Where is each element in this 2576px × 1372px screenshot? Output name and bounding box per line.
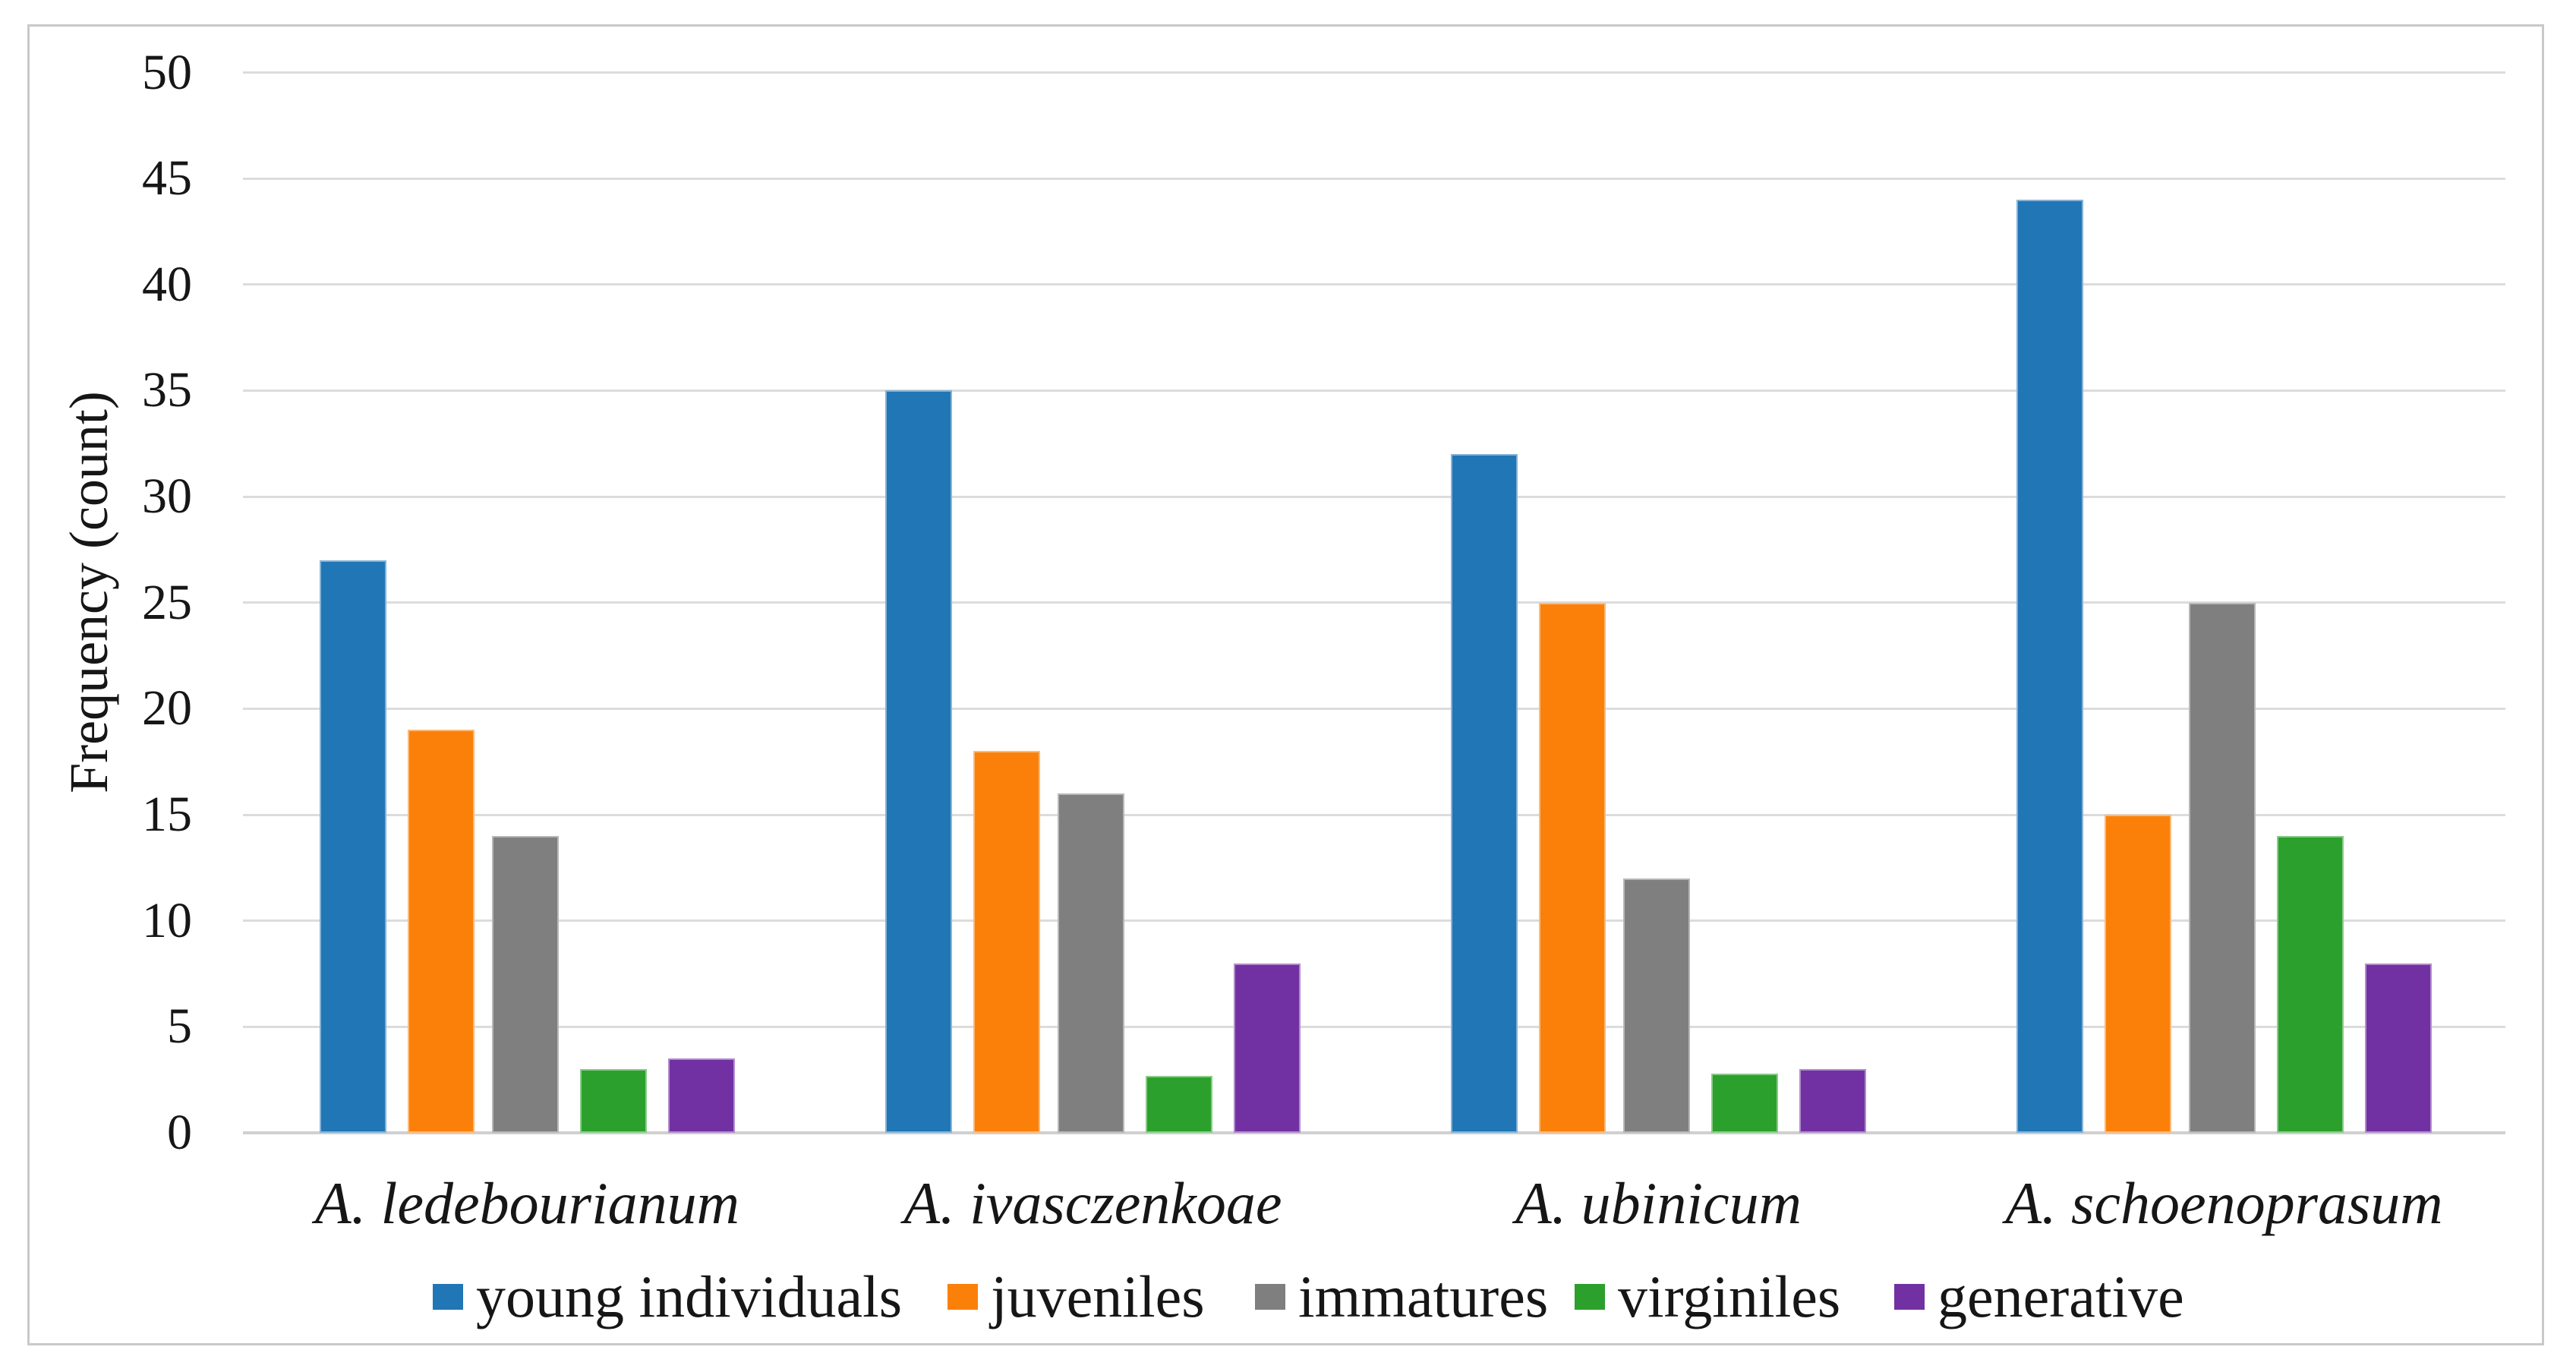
y-axis-tick-label: 0 xyxy=(167,1105,192,1160)
legend-item-young-individuals: young individuals xyxy=(433,1266,902,1327)
legend-label: immatures xyxy=(1298,1263,1549,1329)
gridline xyxy=(243,389,2505,392)
bar-virginiles xyxy=(1711,1073,1778,1133)
y-axis-tick-label: 5 xyxy=(167,998,192,1055)
y-axis-tick-label: 10 xyxy=(142,892,192,948)
gridline xyxy=(243,71,2505,74)
legend-item-virginiles: virginiles xyxy=(1575,1266,1840,1327)
gridline xyxy=(243,919,2505,923)
gridline xyxy=(243,707,2505,710)
bar-young-individuals xyxy=(885,390,952,1133)
bar-generative xyxy=(668,1058,735,1133)
bar-generative xyxy=(1799,1069,1866,1133)
y-axis-tick-label: 20 xyxy=(142,680,192,736)
gridline xyxy=(243,177,2505,180)
legend-label: generative xyxy=(1938,1263,2184,1329)
legend-swatch-icon xyxy=(1255,1284,1285,1310)
bar-generative xyxy=(1234,963,1301,1133)
bar-juveniles xyxy=(973,751,1040,1133)
x-category-label: A. ledebourianum xyxy=(315,1170,739,1236)
legend-label: virginiles xyxy=(1618,1263,1841,1329)
gridline xyxy=(243,283,2505,286)
bar-virginiles xyxy=(580,1069,647,1133)
y-axis-tick-label: 25 xyxy=(142,574,192,630)
bar-immatures xyxy=(2189,602,2256,1133)
y-axis-tick-label: 45 xyxy=(142,150,192,207)
y-axis-tick-label: 30 xyxy=(142,468,192,525)
bar-virginiles xyxy=(1146,1075,1212,1133)
bar-young-individuals xyxy=(2016,200,2083,1133)
legend-item-immatures: immatures xyxy=(1255,1266,1548,1327)
legend-label: juveniles xyxy=(991,1263,1205,1329)
legend-item-generative: generative xyxy=(1894,1266,2184,1327)
gridline xyxy=(243,495,2505,498)
gridline xyxy=(243,601,2505,604)
y-axis-tick-label: 50 xyxy=(142,44,192,100)
bar-immatures xyxy=(1058,793,1124,1133)
legend-swatch-icon xyxy=(1894,1284,1925,1310)
legend-item-juveniles: juveniles xyxy=(947,1266,1205,1327)
x-category-label: A. ivasczenkoae xyxy=(903,1170,1282,1236)
y-axis-tick-label: 35 xyxy=(142,362,192,418)
y-axis-tick-label: 40 xyxy=(142,256,192,312)
legend-swatch-icon xyxy=(947,1284,978,1310)
gridline xyxy=(243,1025,2505,1028)
legend-swatch-icon xyxy=(433,1284,463,1310)
bar-generative xyxy=(2365,963,2432,1133)
x-category-label: A. ubinicum xyxy=(1515,1170,1802,1236)
bar-young-individuals xyxy=(320,560,386,1133)
bar-immatures xyxy=(492,835,559,1133)
bar-young-individuals xyxy=(1451,454,1518,1133)
bar-juveniles xyxy=(2105,815,2171,1133)
y-axis-tick-label: 15 xyxy=(142,787,192,843)
y-axis-title: Frequency (count) xyxy=(58,391,119,793)
bar-juveniles xyxy=(1539,602,1606,1133)
x-category-label: A. schoenoprasum xyxy=(2005,1170,2443,1236)
bar-immatures xyxy=(1623,878,1690,1133)
bar-virginiles xyxy=(2277,835,2344,1133)
legend-label: young individuals xyxy=(476,1263,903,1329)
bar-juveniles xyxy=(408,730,475,1133)
legend-swatch-icon xyxy=(1575,1284,1605,1310)
x-axis-baseline xyxy=(243,1131,2505,1134)
gridline xyxy=(243,813,2505,816)
chart-frame-border xyxy=(27,24,2544,1345)
